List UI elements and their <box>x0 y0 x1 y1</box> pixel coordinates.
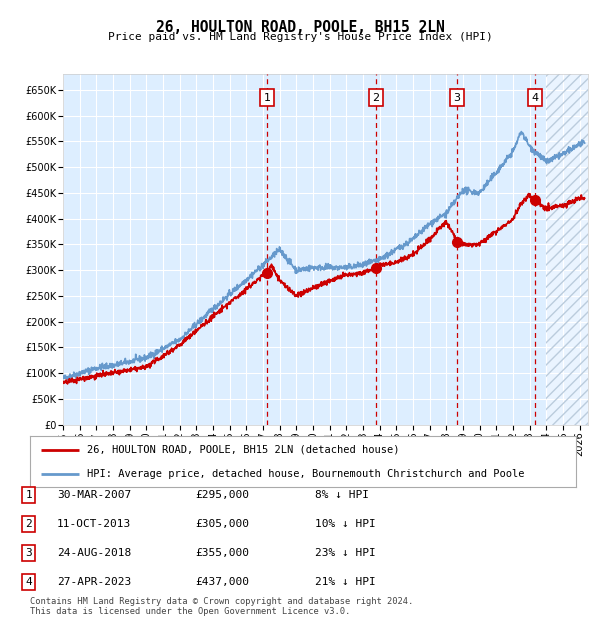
Text: 3: 3 <box>25 548 32 558</box>
Text: 1: 1 <box>263 92 271 102</box>
Text: 26, HOULTON ROAD, POOLE, BH15 2LN (detached house): 26, HOULTON ROAD, POOLE, BH15 2LN (detac… <box>88 445 400 454</box>
Text: 4: 4 <box>532 92 539 102</box>
Text: 11-OCT-2013: 11-OCT-2013 <box>57 519 131 529</box>
Text: 23% ↓ HPI: 23% ↓ HPI <box>315 548 376 558</box>
Text: 30-MAR-2007: 30-MAR-2007 <box>57 490 131 500</box>
Text: 24-AUG-2018: 24-AUG-2018 <box>57 548 131 558</box>
Text: 21% ↓ HPI: 21% ↓ HPI <box>315 577 376 587</box>
Text: 4: 4 <box>25 577 32 587</box>
Text: 2: 2 <box>25 519 32 529</box>
Text: £305,000: £305,000 <box>195 519 249 529</box>
Text: 8% ↓ HPI: 8% ↓ HPI <box>315 490 369 500</box>
Text: £295,000: £295,000 <box>195 490 249 500</box>
Text: 27-APR-2023: 27-APR-2023 <box>57 577 131 587</box>
Text: Contains HM Land Registry data © Crown copyright and database right 2024.: Contains HM Land Registry data © Crown c… <box>30 596 413 606</box>
Text: 26, HOULTON ROAD, POOLE, BH15 2LN: 26, HOULTON ROAD, POOLE, BH15 2LN <box>155 20 445 35</box>
Text: This data is licensed under the Open Government Licence v3.0.: This data is licensed under the Open Gov… <box>30 606 350 616</box>
Text: 1: 1 <box>25 490 32 500</box>
Text: 3: 3 <box>454 92 461 102</box>
Text: 2: 2 <box>373 92 380 102</box>
Text: £355,000: £355,000 <box>195 548 249 558</box>
Text: Price paid vs. HM Land Registry's House Price Index (HPI): Price paid vs. HM Land Registry's House … <box>107 32 493 42</box>
Text: 10% ↓ HPI: 10% ↓ HPI <box>315 519 376 529</box>
Text: £437,000: £437,000 <box>195 577 249 587</box>
Text: HPI: Average price, detached house, Bournemouth Christchurch and Poole: HPI: Average price, detached house, Bour… <box>88 469 525 479</box>
